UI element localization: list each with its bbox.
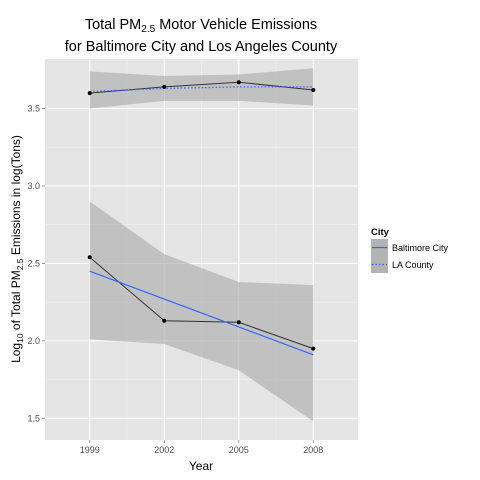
- y-axis-title-sub2: 2.5: [15, 258, 25, 270]
- chart-title-line1-pre: Total PM: [85, 17, 141, 33]
- fit-line-la: [89, 86, 314, 93]
- data-point-baltimore: [87, 255, 92, 260]
- confidence-ribbons: [89, 68, 314, 422]
- data-point-baltimore: [236, 320, 241, 325]
- y-axis-title-sub1: 10: [15, 333, 25, 343]
- series-lines: [89, 81, 314, 356]
- x-tick-label: 2005: [229, 445, 249, 455]
- x-axis-title: Year: [189, 459, 213, 473]
- legend-title: City: [371, 227, 390, 238]
- y-tick-label: 3.0: [27, 181, 40, 191]
- y-axis-title-pre: Log: [9, 343, 23, 363]
- y-tick-label: 2.5: [27, 258, 40, 268]
- data-point-baltimore: [311, 346, 316, 351]
- y-axis-title-mid: of Total PM: [9, 270, 23, 333]
- fit-line-baltimore: [89, 270, 314, 356]
- data-line-baltimore: [89, 256, 314, 350]
- chart-title-line1: Total PM2.5 Motor Vehicle Emissions: [85, 17, 317, 35]
- y-tick-label: 2.0: [27, 336, 40, 346]
- x-axis-ticks: 1999 2002 2005 2008: [80, 440, 323, 455]
- y-axis-title: Log10 of Total PM2.5 Emissions in log(To…: [9, 135, 25, 363]
- data-point-la: [236, 80, 241, 85]
- data-line-la: [89, 81, 314, 94]
- legend-label-baltimore: Baltimore City: [392, 243, 449, 253]
- legend-item-baltimore: Baltimore City: [371, 239, 449, 256]
- confidence-ribbon-baltimore: [89, 201, 314, 422]
- data-point-la: [87, 91, 92, 96]
- data-point-la: [311, 87, 316, 92]
- x-tick-label: 2002: [154, 445, 174, 455]
- x-tick-label: 1999: [80, 445, 100, 455]
- data-points: [87, 80, 316, 351]
- chart-title-line1-post: Motor Vehicle Emissions: [155, 17, 317, 33]
- legend-label-la: LA County: [392, 260, 434, 270]
- data-point-la: [162, 84, 167, 89]
- confidence-ribbon-la: [89, 68, 314, 109]
- data-point-baltimore: [162, 318, 167, 323]
- legend: City Baltimore City LA County: [371, 227, 449, 273]
- chart-title-line2: for Baltimore City and Los Angeles Count…: [65, 39, 338, 55]
- y-axis-title-post: Emissions in log(Tons): [9, 135, 23, 258]
- y-tick-label: 3.5: [27, 104, 40, 114]
- chart-title-line1-sub: 2.5: [141, 24, 155, 35]
- legend-item-la: LA County: [371, 256, 434, 273]
- x-tick-label: 2008: [303, 445, 323, 455]
- y-axis-ticks: 1.5 2.0 2.5 3.0 3.5: [27, 104, 45, 423]
- y-tick-label: 1.5: [27, 413, 40, 423]
